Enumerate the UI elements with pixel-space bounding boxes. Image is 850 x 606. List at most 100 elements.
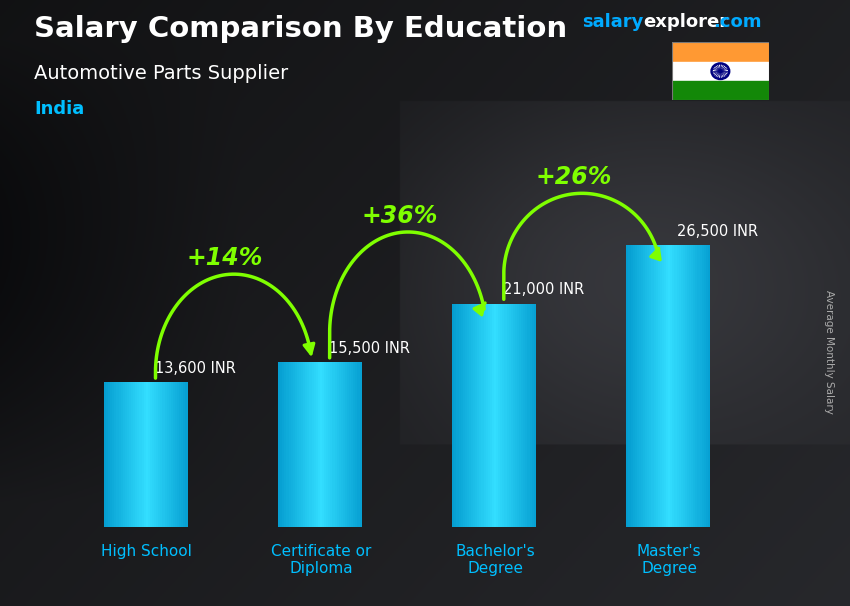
Bar xyxy=(672,245,674,527)
Bar xyxy=(668,245,671,527)
Bar xyxy=(308,362,309,527)
Bar xyxy=(467,304,469,527)
Bar xyxy=(125,382,127,527)
Bar xyxy=(478,304,479,527)
Text: 26,500 INR: 26,500 INR xyxy=(677,224,758,239)
Bar xyxy=(631,245,632,527)
Bar xyxy=(291,362,292,527)
Bar xyxy=(177,382,179,527)
Bar xyxy=(672,42,769,62)
Bar xyxy=(655,245,658,527)
Bar xyxy=(525,304,528,527)
Bar xyxy=(490,304,492,527)
Bar xyxy=(173,382,175,527)
Bar xyxy=(121,382,122,527)
Bar xyxy=(691,245,694,527)
Bar xyxy=(643,245,645,527)
Bar xyxy=(471,304,473,527)
Text: +26%: +26% xyxy=(536,165,612,189)
Bar xyxy=(133,382,135,527)
Bar xyxy=(135,382,138,527)
Bar xyxy=(129,382,131,527)
Bar xyxy=(454,304,456,527)
Text: 21,000 INR: 21,000 INR xyxy=(503,282,585,297)
Bar xyxy=(531,304,534,527)
Bar xyxy=(664,245,666,527)
Bar xyxy=(309,362,311,527)
Bar xyxy=(469,304,471,527)
Bar xyxy=(288,362,291,527)
Bar xyxy=(501,304,502,527)
Bar xyxy=(175,382,177,527)
Bar xyxy=(167,382,168,527)
Bar xyxy=(324,362,326,527)
Bar xyxy=(626,245,628,527)
Bar xyxy=(127,382,129,527)
Bar xyxy=(338,362,341,527)
Bar xyxy=(701,245,704,527)
Bar xyxy=(337,362,338,527)
Bar xyxy=(150,382,152,527)
Text: salary: salary xyxy=(582,13,643,32)
Bar xyxy=(658,245,660,527)
Text: 13,600 INR: 13,600 INR xyxy=(155,361,236,376)
Bar xyxy=(161,382,162,527)
Bar xyxy=(484,304,485,527)
Bar xyxy=(142,382,144,527)
Bar xyxy=(628,245,631,527)
Bar xyxy=(355,362,358,527)
Text: explorer: explorer xyxy=(643,13,728,32)
Bar xyxy=(704,245,706,527)
Bar xyxy=(144,382,145,527)
Bar xyxy=(179,382,181,527)
Bar xyxy=(700,245,701,527)
Bar xyxy=(671,245,672,527)
Bar xyxy=(318,362,320,527)
Bar xyxy=(314,362,315,527)
Bar xyxy=(131,382,133,527)
Bar xyxy=(662,245,664,527)
Bar xyxy=(301,362,303,527)
Circle shape xyxy=(719,70,722,73)
Bar xyxy=(152,382,154,527)
Bar xyxy=(138,382,139,527)
Bar xyxy=(168,382,171,527)
Bar xyxy=(517,304,519,527)
Text: .com: .com xyxy=(713,13,762,32)
Bar xyxy=(158,382,161,527)
Text: Average Monthly Salary: Average Monthly Salary xyxy=(824,290,834,413)
Bar xyxy=(345,362,347,527)
Bar xyxy=(672,81,769,100)
Bar xyxy=(171,382,173,527)
Bar xyxy=(351,362,354,527)
Bar xyxy=(689,245,691,527)
Bar xyxy=(349,362,351,527)
Bar xyxy=(534,304,536,527)
Bar xyxy=(496,304,498,527)
Text: Salary Comparison By Education: Salary Comparison By Education xyxy=(34,15,567,43)
Bar xyxy=(115,382,116,527)
Bar xyxy=(297,362,299,527)
Bar xyxy=(695,245,698,527)
Bar xyxy=(148,382,150,527)
Bar xyxy=(452,304,454,527)
Bar xyxy=(677,245,678,527)
Text: India: India xyxy=(34,100,84,118)
Bar xyxy=(185,382,188,527)
Bar xyxy=(678,245,681,527)
Bar xyxy=(683,245,685,527)
Bar xyxy=(649,245,651,527)
Bar xyxy=(358,362,360,527)
Bar xyxy=(708,245,710,527)
Bar xyxy=(651,245,654,527)
Bar xyxy=(519,304,521,527)
Bar xyxy=(360,362,362,527)
Bar xyxy=(181,382,184,527)
Bar xyxy=(299,362,301,527)
Bar xyxy=(278,362,280,527)
Bar xyxy=(331,362,332,527)
Bar xyxy=(485,304,488,527)
Bar xyxy=(528,304,530,527)
Bar xyxy=(505,304,507,527)
Bar xyxy=(156,382,158,527)
